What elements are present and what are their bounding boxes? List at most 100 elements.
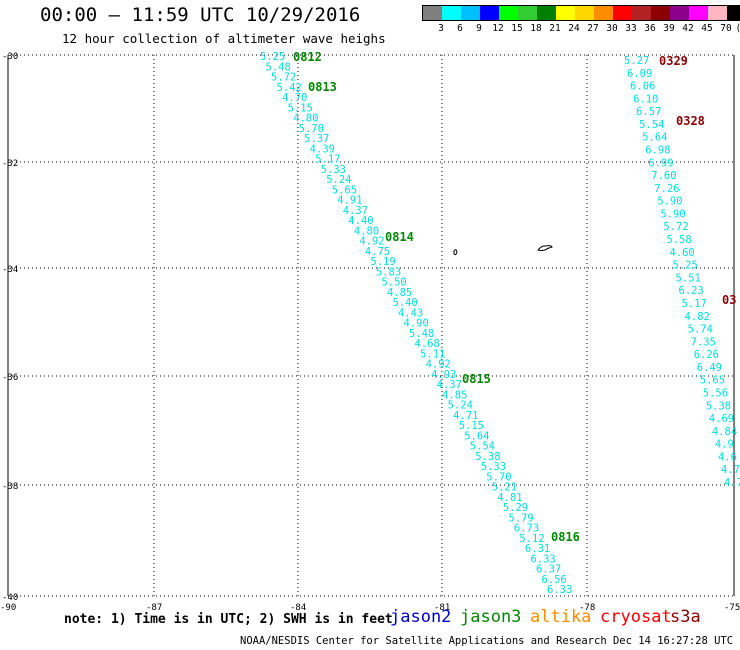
legend-label: 39 bbox=[663, 23, 675, 34]
s3a-swh-value: 5.58 bbox=[666, 234, 691, 246]
satellite-cryosat-label: cryosat bbox=[600, 607, 672, 627]
lon-tick-label: -90 bbox=[0, 603, 16, 613]
lat-tick-label: -34 bbox=[2, 265, 18, 275]
s3a-time-label: 03 bbox=[722, 293, 736, 307]
s3a-swh-value: 6.49 bbox=[697, 362, 722, 374]
map-title: 00:00 – 11:59 UTC 10/29/2016 bbox=[40, 4, 361, 26]
legend-label: 45 bbox=[701, 23, 713, 34]
legend-label: 9 bbox=[476, 23, 482, 34]
s3a-swh-value: 6.23 bbox=[679, 285, 704, 297]
jason3-swh-value: 5.72 bbox=[271, 72, 296, 84]
s3a-swh-value: 4.6 bbox=[718, 451, 737, 463]
grid-lines bbox=[7, 54, 735, 597]
jason3-swh-value: 4.40 bbox=[348, 215, 373, 227]
s3a-swh-value: 4.82 bbox=[685, 311, 710, 323]
jason3-swh-value: 5.54 bbox=[470, 441, 495, 453]
jason3-swh-value: 4.70 bbox=[282, 92, 307, 104]
legend-label: 12 bbox=[492, 23, 504, 34]
s3a-swh-value: 6.98 bbox=[645, 145, 670, 157]
s3a-swh-value: 5.65 bbox=[700, 375, 725, 387]
s3a-swh-value: 5.51 bbox=[676, 272, 701, 284]
jason3-time-label: 0813 bbox=[308, 80, 337, 94]
jason3-swh-value: 6.37 bbox=[536, 564, 561, 576]
lon-tick-label: -78 bbox=[579, 603, 595, 613]
s3a-swh-value: 5.38 bbox=[706, 400, 731, 412]
legend-label: 33 bbox=[625, 23, 637, 34]
s3a-time-label: 0329 bbox=[659, 54, 688, 68]
legend-swatches bbox=[422, 5, 740, 21]
jason3-swh-value: 5.70 bbox=[299, 123, 324, 135]
jason3-swh-value: 5.33 bbox=[321, 164, 346, 176]
s3a-swh-value: 4.84 bbox=[712, 426, 737, 438]
jason3-swh-value: 4.37 bbox=[343, 205, 368, 217]
legend-swatch bbox=[499, 6, 518, 20]
jason3-swh-value: 4.85 bbox=[387, 287, 412, 299]
jason3-time-label: 0812 bbox=[293, 50, 322, 64]
legend-swatch bbox=[651, 6, 670, 20]
credit-line: NOAA/NESDIS Center for Satellite Applica… bbox=[240, 635, 740, 647]
s3a-swh-value: 5.54 bbox=[639, 119, 664, 131]
jason3-swh-value: 4.80 bbox=[354, 225, 379, 237]
s3a-swh-value: 6.26 bbox=[694, 349, 719, 361]
legend-label: 27 bbox=[587, 23, 599, 34]
lat-tick-label: -32 bbox=[2, 159, 18, 169]
axis-ticks: -30 -32 -34 -36 -38 -40-90 -87 -84 -81 -78 -75 bbox=[0, 52, 740, 613]
s3a-swh-value: 6.57 bbox=[636, 106, 661, 118]
jason3-swh-value: 5.24 bbox=[448, 400, 473, 412]
legend-label: 3 bbox=[438, 23, 444, 34]
jason3-swh-value: 6.33 bbox=[547, 584, 572, 596]
footer-note: note: 1) Time is in UTC; 2) SWH is in fe… bbox=[64, 612, 393, 627]
jason3-swh-value: 5.11 bbox=[420, 348, 445, 360]
lat-tick-label: -38 bbox=[2, 482, 18, 492]
legend-swatch bbox=[613, 6, 632, 20]
s3a-swh-value: 5.90 bbox=[657, 196, 682, 208]
jason3-swh-value: 5.29 bbox=[503, 502, 528, 514]
s3a-swh-value: 5.17 bbox=[682, 298, 707, 310]
jason3-time-label: 0814 bbox=[385, 230, 414, 244]
legend-label: 70 bbox=[720, 23, 732, 34]
s3a-swh-value: 4.9 bbox=[715, 439, 734, 451]
legend-label: 36 bbox=[644, 23, 656, 34]
jason3-swh-value: 5.12 bbox=[519, 533, 544, 545]
s3a-swh-value: 5.27 bbox=[624, 55, 649, 67]
jason3-swh-value: 5.15 bbox=[459, 420, 484, 432]
jason3-swh-value: 5.48 bbox=[409, 328, 434, 340]
legend-label: 30 bbox=[606, 23, 618, 34]
s3a-swh-value: 7.35 bbox=[691, 336, 716, 348]
jason3-swh-value: 4.80 bbox=[293, 113, 318, 125]
s3a-swh-value: 4.69 bbox=[709, 413, 734, 425]
s3a-swh-value: 5.90 bbox=[660, 208, 685, 220]
s3a-swh-value: 5.74 bbox=[688, 324, 713, 336]
jason3-swh-value: 5.37 bbox=[304, 133, 329, 145]
jason3-swh-value: 6.33 bbox=[530, 553, 555, 565]
s3a-swh-value: 6.10 bbox=[633, 93, 658, 105]
legend-swatch bbox=[670, 6, 689, 20]
jason3-track: 5.255.485.725.424.705.154.805.705.374.39… bbox=[260, 50, 580, 596]
legend-swatch bbox=[480, 6, 499, 20]
jason3-swh-value: 4.75 bbox=[365, 246, 390, 258]
coastline bbox=[453, 245, 553, 256]
jason3-swh-value: 5.65 bbox=[332, 184, 357, 196]
jason3-swh-value: 5.19 bbox=[370, 256, 395, 268]
jason3-swh-value: 5.79 bbox=[508, 512, 533, 524]
s3a-swh-value: 7.26 bbox=[654, 183, 679, 195]
legend-swatch bbox=[575, 6, 594, 20]
jason3-swh-value: 5.40 bbox=[392, 297, 417, 309]
jason3-swh-value: 4.92 bbox=[426, 359, 451, 371]
jason3-swh-value: 6.31 bbox=[525, 543, 550, 555]
jason3-swh-value: 6.73 bbox=[514, 523, 539, 535]
s3a-time-label: 0328 bbox=[676, 114, 705, 128]
island-1 bbox=[453, 249, 458, 256]
s3a-swh-value: 5.64 bbox=[642, 132, 667, 144]
legend-label: 6 bbox=[457, 23, 463, 34]
jason3-swh-value: 4.39 bbox=[310, 143, 335, 155]
s3a-swh-value: 6.09 bbox=[627, 68, 652, 80]
satellite-altika-label: altika bbox=[530, 607, 592, 627]
s3a-swh-value: 5.56 bbox=[703, 387, 728, 399]
jason3-swh-value: 5.38 bbox=[475, 451, 500, 463]
legend-swatch bbox=[556, 6, 575, 20]
lon-tick-label: -84 bbox=[290, 603, 306, 613]
lon-tick-label: -81 bbox=[434, 603, 450, 613]
